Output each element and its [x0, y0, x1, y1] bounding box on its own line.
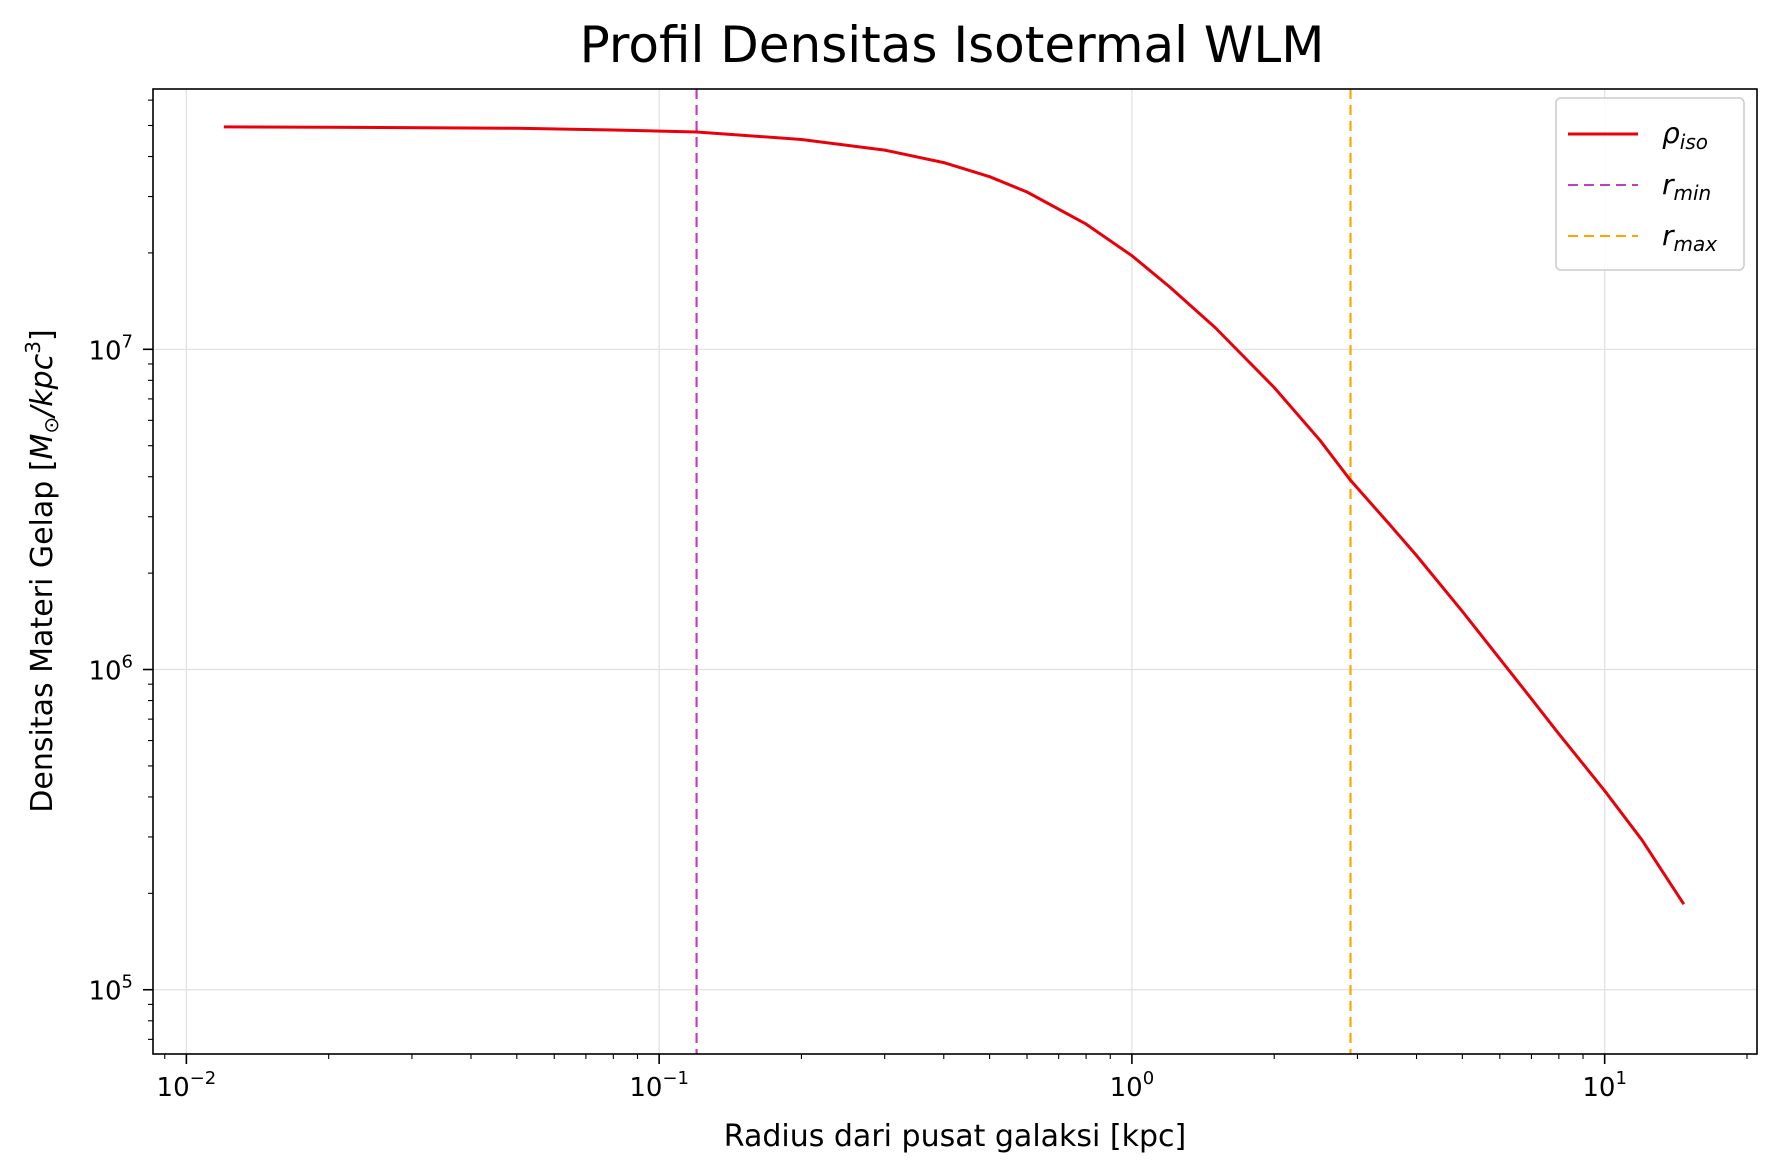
y-tick-label-exponent: 7	[122, 331, 133, 352]
legend-label-r-min-main: r	[1662, 168, 1675, 201]
y-axis-unit-exponent: 3	[21, 341, 45, 354]
x-tick-label: 100	[1110, 1068, 1155, 1103]
y-tick-label: 105	[88, 972, 133, 1007]
y-tick-label: 106	[88, 652, 133, 687]
legend-label-r-max: rmax	[1662, 219, 1717, 256]
x-tick-label-base: 10	[1582, 1073, 1615, 1103]
y-tick-label-base: 10	[88, 977, 121, 1007]
x-tick-label-exponent: 0	[1143, 1068, 1154, 1089]
x-tick-label-base: 10	[629, 1073, 662, 1103]
x-tick-label: 101	[1582, 1068, 1627, 1103]
y-tick-label-base: 10	[88, 336, 121, 366]
chart-title: Profil Densitas Isotermal WLM	[580, 16, 1325, 74]
legend-label-rho-iso-main: ρ	[1662, 117, 1680, 150]
reference-lines	[695, 89, 1352, 1054]
series-lines	[223, 125, 1686, 906]
legend-label-r-max-main: r	[1662, 219, 1675, 252]
minor-ticks	[148, 99, 1748, 1059]
y-axis-unit-sun: ⊙	[39, 417, 63, 434]
legend-label-rho-iso-sub: iso	[1680, 130, 1708, 154]
y-axis-title: Densitas Materi Gelap [M⊙/kpc3]	[21, 329, 63, 812]
y-tick-label-exponent: 6	[122, 652, 133, 673]
x-tick-label: 10−1	[629, 1068, 689, 1103]
y-axis-title-close: ]	[25, 329, 60, 341]
series-line-rho-iso	[223, 125, 1686, 906]
x-tick-label: 10−2	[157, 1068, 217, 1103]
legend-label-rho-iso: ρiso	[1662, 117, 1708, 154]
x-axis-ticks: 10−2 10−1 100 101	[157, 1054, 1627, 1103]
y-tick-label-base: 10	[88, 657, 121, 687]
x-tick-label-exponent: −2	[190, 1068, 217, 1089]
y-tick-label: 107	[88, 331, 133, 366]
legend-label-r-min-sub: min	[1674, 181, 1712, 205]
x-tick-label-exponent: 1	[1615, 1068, 1626, 1089]
legend-box	[1555, 97, 1745, 271]
legend: ρiso rmin rmax	[1555, 97, 1745, 271]
y-axis-title-main: Densitas Materi Gelap [	[25, 459, 60, 812]
y-axis-unit-mass: M	[25, 433, 60, 459]
x-tick-label-exponent: −1	[662, 1068, 689, 1089]
y-axis-unit-per-volume: /kpc	[25, 353, 60, 420]
legend-label-r-max-sub: max	[1674, 232, 1718, 256]
x-tick-label-base: 10	[1110, 1073, 1143, 1103]
x-axis-title: Radius dari pusat galaksi [kpc]	[724, 1119, 1186, 1154]
legend-label-r-min: rmin	[1662, 168, 1711, 205]
x-tick-label-base: 10	[157, 1073, 190, 1103]
plot-area-frame	[152, 88, 1758, 1055]
y-tick-label-exponent: 5	[122, 972, 133, 993]
